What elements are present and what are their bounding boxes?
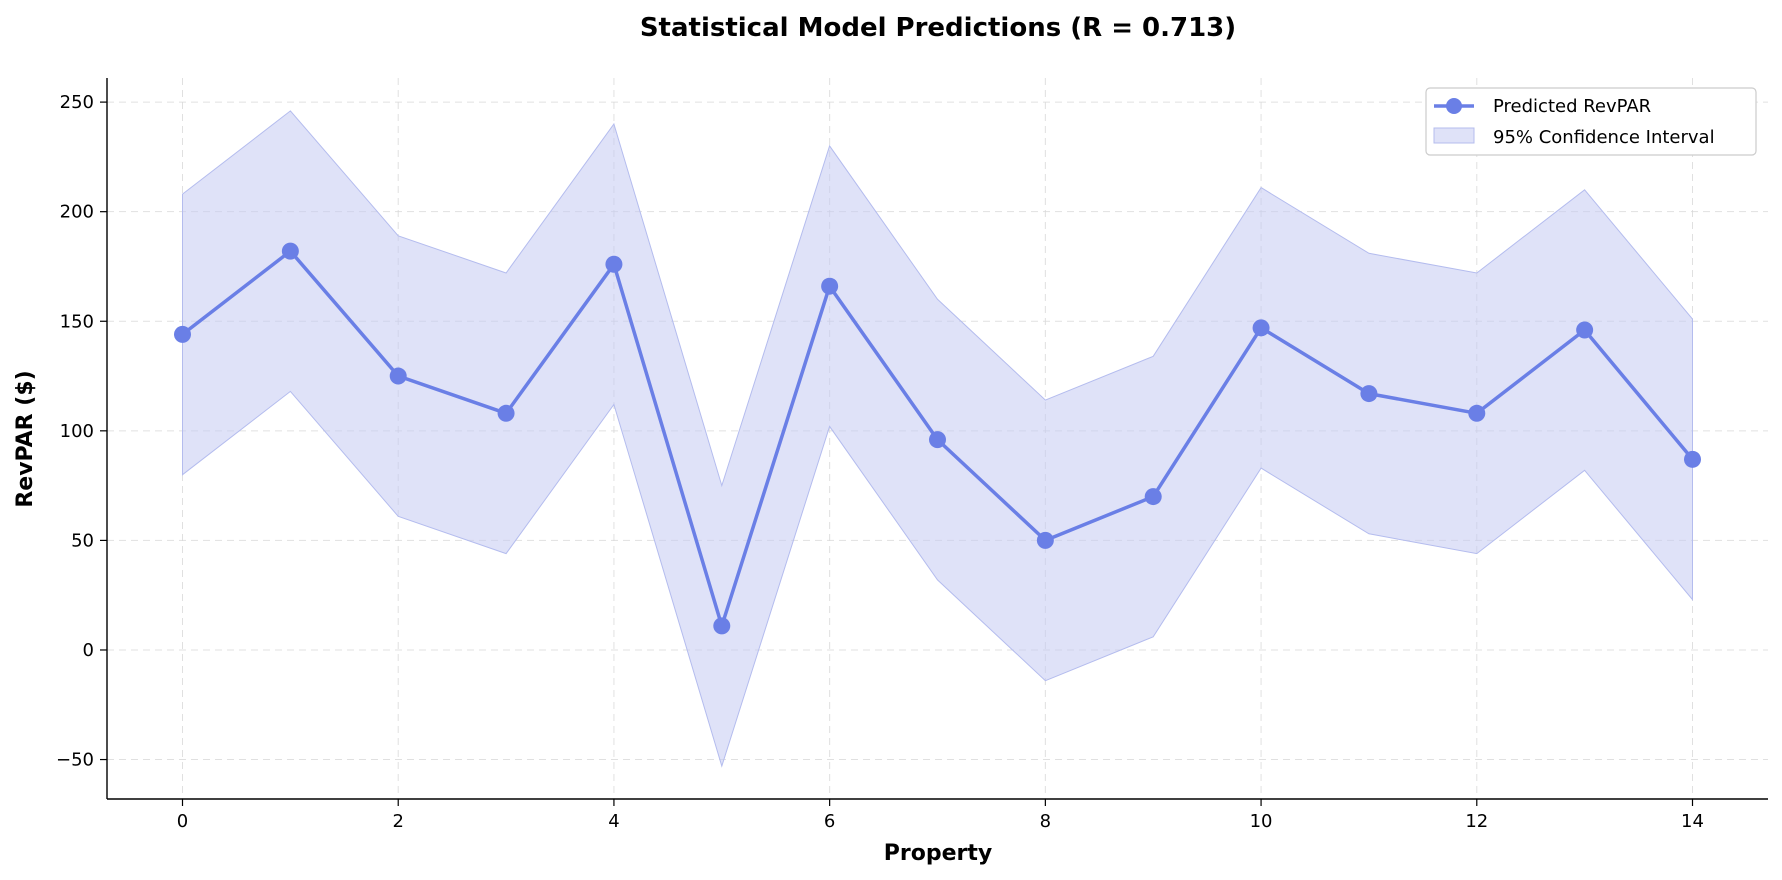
y-tick-label: 100: [60, 421, 94, 442]
axes: [106, 78, 1768, 800]
data-point: [281, 242, 299, 260]
y-axis-label: RevPAR ($): [13, 370, 38, 507]
x-tick-label: 10: [1250, 811, 1273, 832]
prediction-series: [174, 242, 1701, 635]
data-point: [1252, 319, 1270, 337]
y-tick-label: 200: [60, 202, 94, 223]
data-point: [1360, 385, 1378, 403]
legend-label-predicted: Predicted RevPAR: [1493, 96, 1651, 117]
chart-title: Statistical Model Predictions (R = 0.713…: [640, 13, 1236, 43]
legend: Predicted RevPAR 95% Confidence Interval: [1425, 87, 1757, 156]
y-tick-label: 150: [60, 311, 94, 332]
data-point: [497, 404, 515, 422]
x-tick-label: 8: [1040, 811, 1051, 832]
y-tick-label: 250: [60, 92, 94, 113]
x-tick-label: 6: [824, 811, 835, 832]
data-point: [605, 255, 623, 273]
data-point: [174, 325, 191, 343]
y-tick-label: −50: [56, 750, 94, 771]
legend-marker-swatch: [1446, 98, 1462, 114]
x-tick-label: 2: [392, 811, 403, 832]
data-point: [1684, 450, 1701, 468]
data-point: [1576, 321, 1594, 339]
data-point: [1468, 404, 1486, 422]
data-point: [1144, 488, 1162, 506]
data-point: [929, 431, 946, 449]
y-ticks: −50 0 50 100 150 200 250: [56, 92, 107, 771]
x-axis-label: Property: [884, 841, 992, 866]
y-tick-label: 0: [83, 640, 94, 661]
legend-band-swatch: [1433, 127, 1475, 144]
data-point: [713, 617, 731, 635]
data-point: [389, 367, 407, 385]
x-tick-label: 12: [1465, 811, 1488, 832]
y-tick-label: 50: [71, 530, 94, 551]
data-point: [821, 277, 839, 295]
legend-label-interval: 95% Confidence Interval: [1493, 127, 1715, 148]
x-ticks: 0 2 4 6 8 10 12 14: [177, 799, 1704, 832]
legend-frame: [1425, 87, 1757, 156]
data-point: [1036, 531, 1054, 549]
x-tick-label: 0: [177, 811, 188, 832]
x-tick-label: 14: [1681, 811, 1704, 832]
x-tick-label: 4: [608, 811, 619, 832]
